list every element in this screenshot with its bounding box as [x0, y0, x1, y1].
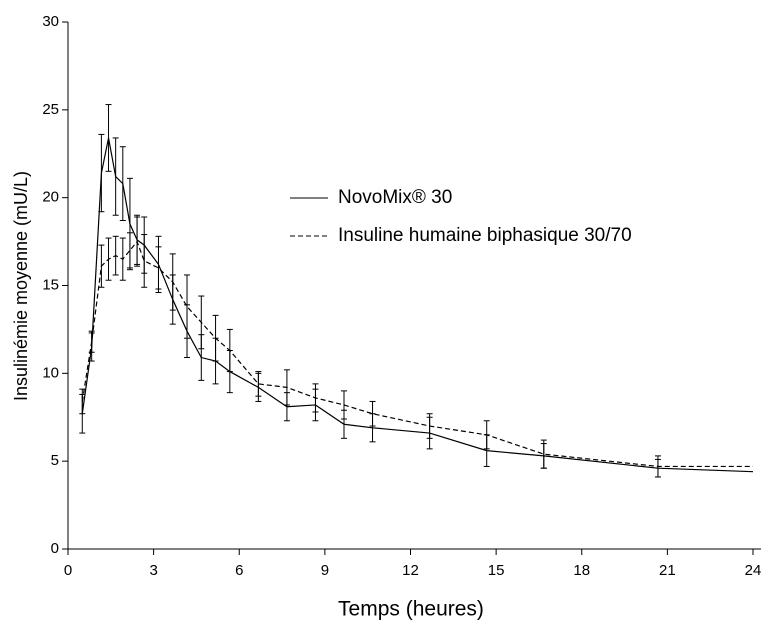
- error-bar: [255, 371, 262, 397]
- legend-label: NovoMix® 30: [338, 187, 452, 208]
- series-line: [81, 240, 753, 468]
- error-bar: [198, 295, 205, 350]
- error-bar: [105, 104, 112, 172]
- legend-label: Insuline humaine biphasique 30/70: [338, 225, 632, 246]
- error-bar: [134, 216, 141, 267]
- x-tick-label: 24: [745, 562, 762, 579]
- error-bar: [184, 274, 191, 339]
- error-bar: [426, 413, 433, 439]
- x-tick-label: 6: [235, 562, 243, 579]
- error-bar: [119, 146, 126, 222]
- error-bar: [155, 246, 162, 290]
- error-bar: [283, 369, 290, 406]
- error-bar: [340, 390, 347, 420]
- error-bar: [212, 314, 219, 362]
- error-bar: [483, 420, 490, 450]
- y-axis-label: Insulinémie moyenne (mU/L): [11, 171, 31, 401]
- y-tick-label: 25: [42, 101, 59, 118]
- x-tick-label: 3: [149, 562, 157, 579]
- error-bar: [112, 235, 119, 276]
- error-bar: [312, 383, 319, 413]
- error-bar: [79, 388, 86, 415]
- error-bar: [119, 237, 126, 281]
- error-bar: [226, 328, 233, 373]
- x-tick-label: 12: [402, 562, 419, 579]
- error-bar: [141, 234, 148, 288]
- error-bar: [540, 439, 547, 469]
- error-bar: [88, 330, 95, 353]
- error-bar: [98, 244, 105, 288]
- y-tick-label: 0: [51, 540, 59, 557]
- y-tick-label: 10: [42, 364, 59, 381]
- error-bar: [126, 232, 133, 269]
- y-tick-label: 15: [42, 276, 59, 293]
- x-tick-label: 21: [659, 562, 676, 579]
- error-bar: [654, 455, 661, 478]
- x-tick-label: 15: [488, 562, 505, 579]
- error-bar: [98, 133, 105, 213]
- y-tick-label: 5: [51, 452, 59, 469]
- y-tick-label: 20: [42, 189, 59, 206]
- x-tick-label: 18: [573, 562, 590, 579]
- x-tick-label: 0: [64, 562, 72, 579]
- x-axis-label: Temps (heures): [338, 598, 484, 621]
- y-tick-label: 30: [42, 13, 59, 30]
- x-tick-label: 9: [321, 562, 329, 579]
- error-bar: [105, 237, 112, 281]
- error-bar: [369, 400, 376, 427]
- error-bar: [169, 253, 176, 311]
- error-bar: [112, 137, 119, 216]
